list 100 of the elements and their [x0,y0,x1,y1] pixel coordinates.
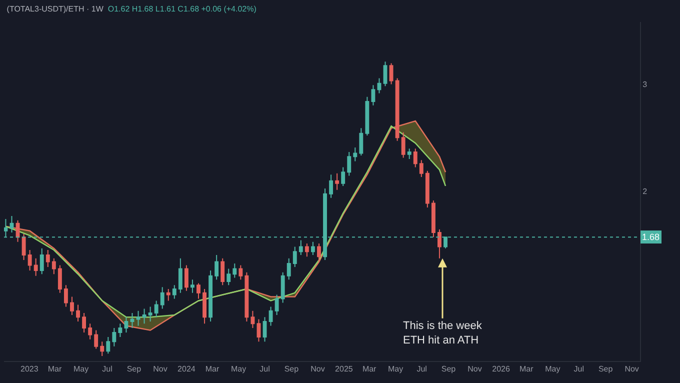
candlestick [172,284,176,300]
candlestick [407,148,412,160]
candlestick [341,166,346,186]
candlestick [383,61,388,87]
candlestick [292,246,297,268]
candlestick [268,306,273,326]
candlestick [46,249,50,268]
candlestick [377,78,382,94]
x-tick-label: 2024 [178,364,196,374]
candlestick [226,268,231,286]
annotation: This is the week ETH hit an ATH [403,320,482,346]
candlestick [310,241,315,256]
x-tick-label: Nov [468,364,482,374]
candlestick [10,216,14,233]
x-tick-label: May [388,364,404,374]
candlestick [178,258,182,294]
candlestick [317,242,321,262]
x-tick-label: Sep [284,364,300,374]
x-tick-label: Nov [153,364,168,374]
candlestick [250,310,255,329]
candlestick [214,254,219,280]
x-tick-label: 2023 [20,364,39,374]
candlestick [353,147,358,162]
x-tick-label: Sep [126,364,142,374]
x-tick-label: Nov [624,364,639,374]
candlestick [100,341,104,357]
candlestick [371,84,376,106]
x-tick-label: 2025 [335,364,354,374]
candlestick [208,270,213,322]
candlestick [16,220,20,242]
candlestick [34,258,38,276]
candlestick [274,294,279,316]
candlestick [124,316,128,333]
candlestick [136,310,140,326]
candlestick [64,284,68,308]
x-tick-label: May [230,364,246,374]
candlestick [106,336,110,354]
candlestick [238,264,243,280]
x-tick-label: Mar [520,364,534,374]
candlestick [148,306,152,322]
candlestick [202,288,206,324]
x-tick-label: Sep [441,364,456,374]
x-tick-label: May [73,364,89,374]
candlestick [142,308,146,324]
candlestick [160,286,164,310]
candlestick [401,132,406,158]
candlestick [244,272,249,322]
candlestick [70,296,74,316]
candlestick [40,248,44,275]
candlestick [76,304,80,322]
candlestick [286,258,291,280]
candlestick [82,312,86,333]
candlestick [184,264,188,292]
candlestick [28,249,32,272]
candlestick [335,172,340,190]
candlestick [280,272,285,304]
candlestick [359,128,364,156]
candlestick [58,264,62,294]
candlestick [425,170,430,208]
candlestick [190,279,194,294]
x-tick-label: Jul [574,364,584,374]
candlestick [304,242,309,258]
candlestick [232,263,237,278]
candlestick [112,328,116,347]
x-tick-label: 2026 [492,364,510,374]
candlestick [413,148,418,168]
candlestick [262,316,267,342]
x-tick-label: Jul [102,364,113,374]
candlestick [298,240,303,256]
candlestick [329,174,334,198]
candlestick [220,258,225,286]
candlestick [130,312,134,329]
candlestick [365,96,370,136]
candlestick [94,330,98,350]
chart-subtitle: O1.62 H1.68 L1.61 C1.68 +0.06 (+4.02%) [108,4,257,14]
candlestick [22,234,26,261]
y-tick-label: 2 [642,186,648,196]
x-tick-label: Sep [598,364,614,374]
x-tick-label: Mar [362,364,377,374]
candlestick [256,318,261,342]
candlestick [438,228,442,259]
candlestick [431,200,436,238]
x-tick-label: Jul [416,364,428,374]
candlestick [118,323,122,338]
ref-line-label: 1.68 [642,232,660,242]
x-tick-label: Mar [48,364,62,374]
x-tick-label: Nov [310,364,325,374]
x-tick-label: May [545,364,560,374]
y-tick-label: 3 [642,80,648,90]
x-tick-label: Jul [260,364,270,374]
candlestick [196,282,200,300]
candlestick [347,152,352,176]
candlestick [88,323,92,340]
candlestick [395,78,400,142]
candlestick [154,300,158,318]
chart-title: (TOTAL3-USDT)/ETH · 1W [6,4,104,14]
candlestick [419,160,424,178]
candlestick [52,258,56,275]
candlestick [166,288,170,302]
candlestick [389,62,394,85]
